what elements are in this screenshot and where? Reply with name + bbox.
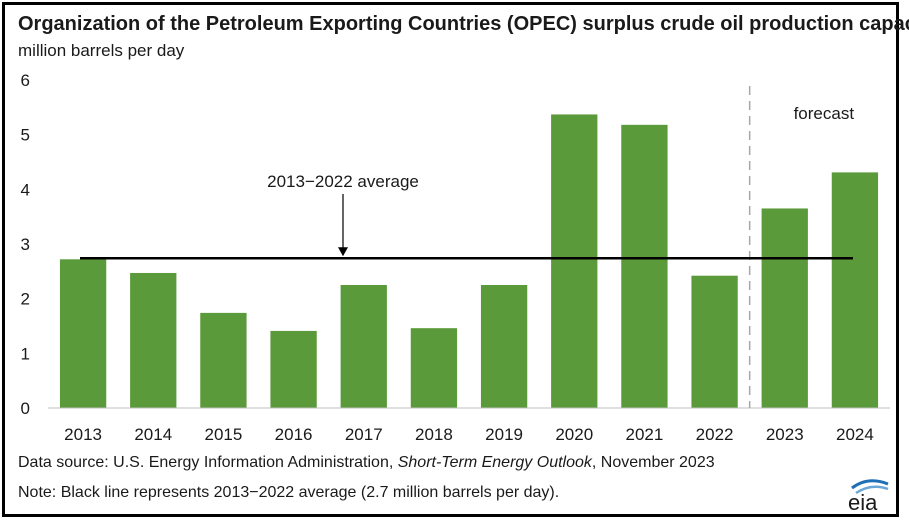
bar-2016 bbox=[270, 330, 317, 408]
bar-2014 bbox=[130, 272, 177, 408]
chart-note: Note: Black line represents 2013−2022 av… bbox=[18, 484, 560, 501]
x-tick-label: 2022 bbox=[696, 425, 734, 444]
x-tick-label: 2019 bbox=[485, 425, 523, 444]
bar-2024 bbox=[831, 172, 879, 408]
logo-swoosh-1 bbox=[851, 479, 889, 490]
x-tick-label: 2024 bbox=[836, 425, 874, 444]
source-suffix: , November 2023 bbox=[591, 454, 715, 471]
x-tick-label: 2021 bbox=[626, 425, 664, 444]
x-tick-label: 2018 bbox=[415, 425, 453, 444]
y-tick-label: 6 bbox=[21, 71, 30, 90]
bar-2019 bbox=[480, 285, 528, 408]
x-tick-label: 2015 bbox=[205, 425, 243, 444]
bar-2013 bbox=[59, 259, 107, 408]
y-tick-label: 2 bbox=[21, 290, 30, 309]
x-tick-label: 2020 bbox=[555, 425, 593, 444]
eia-logo: eia bbox=[848, 479, 889, 514]
bar-2021 bbox=[621, 124, 668, 409]
chart-title: Organization of the Petroleum Exporting … bbox=[18, 13, 909, 35]
chart-subtitle: million barrels per day bbox=[18, 41, 185, 60]
y-tick-label: 3 bbox=[21, 235, 30, 254]
bar-2018 bbox=[410, 328, 458, 408]
x-tick-label: 2014 bbox=[134, 425, 172, 444]
y-tick-label: 1 bbox=[21, 344, 30, 363]
logo-swoosh-2 bbox=[855, 485, 889, 495]
y-tick-label: 5 bbox=[21, 126, 30, 145]
bar-2020 bbox=[551, 114, 598, 408]
x-tick-label: 2017 bbox=[345, 425, 383, 444]
bar-2022 bbox=[691, 275, 738, 408]
average-label: 2013−2022 average bbox=[267, 172, 419, 191]
logo-text: eia bbox=[848, 490, 878, 514]
average-arrow-head bbox=[338, 247, 348, 257]
y-tick-label: 0 bbox=[21, 399, 30, 418]
bar-2015 bbox=[200, 312, 247, 408]
source-prefix: Data source: U.S. Energy Information Adm… bbox=[18, 454, 398, 471]
source-publication: Short-Term Energy Outlook bbox=[397, 454, 592, 471]
y-tick-label: 4 bbox=[21, 180, 30, 199]
x-tick-label: 2013 bbox=[64, 425, 102, 444]
x-tick-label: 2023 bbox=[766, 425, 804, 444]
forecast-label: forecast bbox=[794, 104, 855, 123]
bar-2017 bbox=[340, 285, 387, 408]
x-tick-label: 2016 bbox=[275, 425, 313, 444]
data-source: Data source: U.S. Energy Information Adm… bbox=[18, 454, 715, 472]
chart-frame bbox=[2, 2, 899, 517]
bar-2023 bbox=[761, 208, 808, 408]
